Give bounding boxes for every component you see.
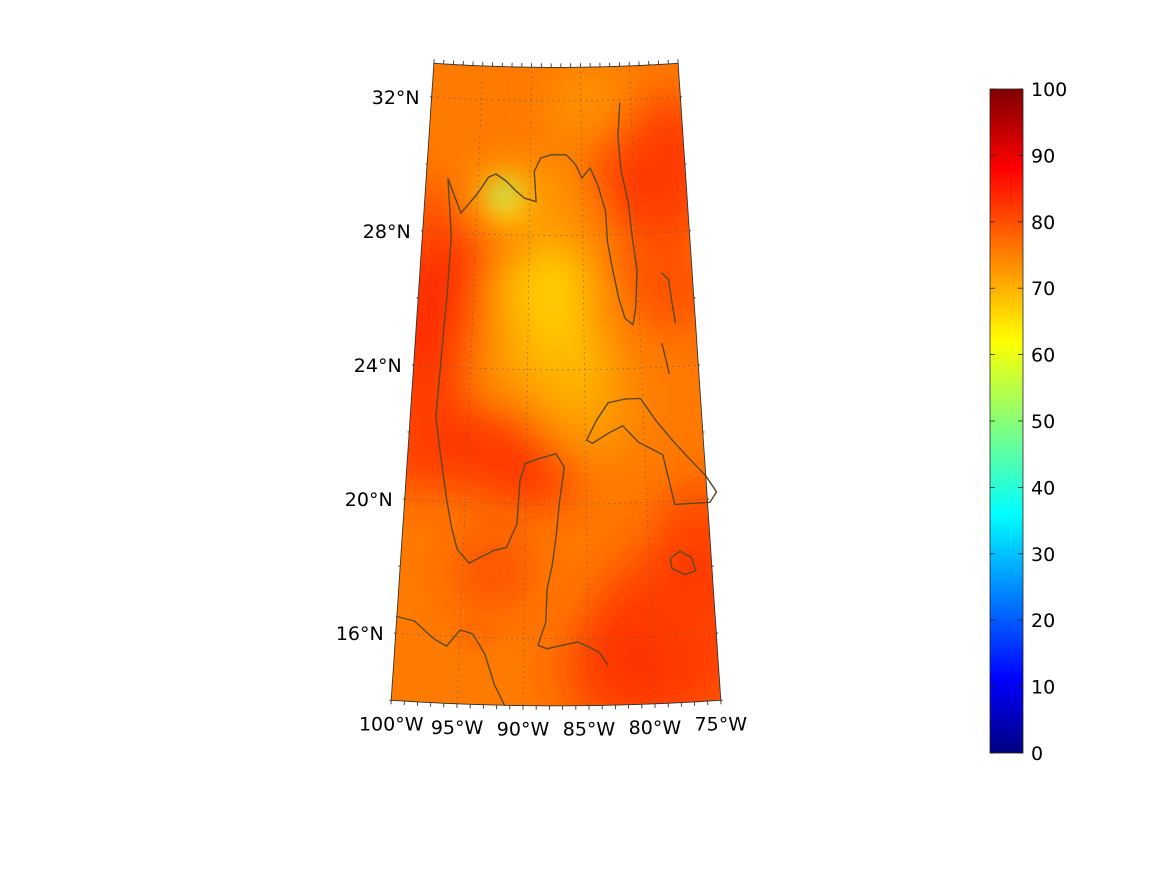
coastline: [396, 102, 718, 706]
map-frame: [389, 59, 723, 710]
lon-label: 75°W: [695, 713, 748, 735]
lat-label: 32°N: [372, 87, 420, 109]
lon-label: 95°W: [431, 717, 484, 739]
longitude-labels: 100°W 95°W 90°W 85°W 80°W 75°W: [359, 713, 747, 740]
colorbar-tick-label: 100: [1031, 79, 1067, 101]
colorbar: 0 10 20 30 40 50 60 70 80 90 100: [989, 79, 1067, 765]
lat-label: 28°N: [363, 221, 411, 243]
colorbar-tick-label: 20: [1031, 610, 1055, 632]
lon-label: 100°W: [359, 713, 424, 735]
lon-label: 90°W: [497, 719, 550, 741]
colorbar-tick-label: 30: [1031, 544, 1055, 566]
colorbar-tick-label: 50: [1031, 411, 1055, 433]
lon-label: 80°W: [629, 717, 682, 739]
graticule: [395, 65, 717, 706]
latitude-labels: 32°N 28°N 24°N 20°N 16°N: [336, 87, 420, 645]
lat-label: 16°N: [336, 623, 384, 645]
lon-label: 85°W: [563, 719, 616, 741]
colorbar-tick-label: 0: [1031, 743, 1043, 765]
colorbar-tick-label: 60: [1031, 345, 1055, 367]
colorbar-tick-label: 10: [1031, 677, 1055, 699]
lat-label: 20°N: [345, 489, 393, 511]
colorbar-gradient: [989, 88, 1024, 754]
colorbar-tick-label: 90: [1031, 145, 1055, 167]
colorbar-ticks: 0 10 20 30 40 50 60 70 80 90 100: [990, 79, 1067, 765]
colorbar-tick-label: 40: [1031, 477, 1055, 499]
colorbar-tick-label: 80: [1031, 212, 1055, 234]
colorbar-tick-label: 70: [1031, 278, 1055, 300]
lat-label: 24°N: [354, 355, 402, 377]
